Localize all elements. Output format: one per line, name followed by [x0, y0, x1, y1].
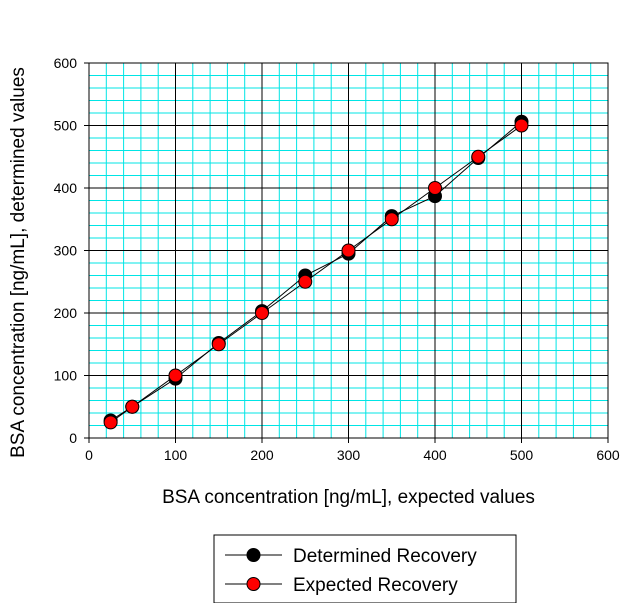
expected-recovery-point	[125, 399, 140, 414]
expected-recovery-series	[103, 118, 529, 430]
expected-recovery-point	[255, 306, 269, 320]
x-tick-label: 200	[250, 447, 274, 463]
legend-item-expected-recovery: Expected Recovery	[225, 575, 458, 596]
determined-recovery-series	[103, 114, 529, 428]
legend-label: Determined Recovery	[293, 546, 477, 567]
x-axis-ticks: 0 100 200 300 400 500 600	[85, 438, 620, 463]
x-tick-label: 500	[510, 447, 534, 463]
expected-recovery-point	[384, 212, 399, 227]
expected-recovery-point	[428, 181, 442, 195]
legend-marker	[246, 548, 261, 562]
x-tick-label: 0	[85, 447, 93, 463]
y-axis-title: BSA concentration [ng/mL], determined va…	[8, 67, 29, 458]
x-tick-label: 100	[164, 447, 188, 463]
x-axis-title: BSA concentration [ng/mL], expected valu…	[162, 487, 535, 508]
expected-recovery-point	[211, 337, 226, 352]
legend-marker	[246, 577, 261, 591]
legend: Determined Recovery Expected Recovery	[213, 534, 517, 603]
y-tick-label: 100	[54, 368, 78, 384]
x-tick-label: 300	[337, 447, 361, 463]
series-layer	[103, 114, 529, 430]
expected-recovery-point	[298, 274, 313, 289]
expected-recovery-point	[103, 415, 118, 430]
x-tick-label: 600	[596, 447, 620, 463]
y-tick-label: 500	[54, 118, 78, 134]
expected-recovery-point	[514, 118, 529, 133]
y-axis-ticks: 0 100 200 300 400 500 600	[54, 55, 89, 446]
x-tick-label: 400	[423, 447, 447, 463]
y-tick-label: 600	[54, 55, 78, 71]
legend-item-determined-recovery: Determined Recovery	[225, 546, 477, 567]
expected-recovery-point	[168, 368, 183, 383]
y-tick-label: 200	[54, 305, 78, 321]
expected-recovery-point	[471, 149, 486, 164]
y-tick-label: 0	[69, 430, 77, 446]
legend-label: Expected Recovery	[293, 575, 458, 596]
legend-box	[213, 534, 517, 603]
y-tick-label: 300	[54, 243, 78, 259]
y-tick-label: 400	[54, 180, 78, 196]
expected-recovery-point	[341, 243, 356, 258]
